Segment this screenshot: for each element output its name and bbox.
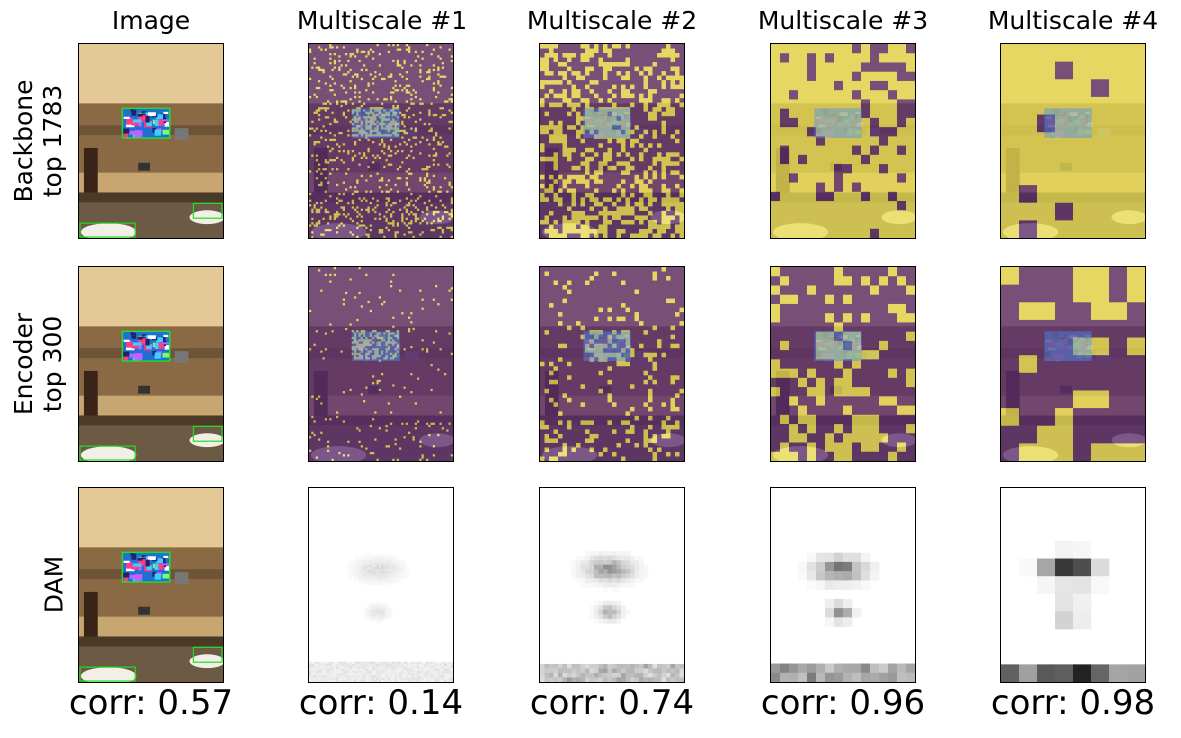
panel-backbone-multiscale-1 bbox=[308, 43, 454, 239]
column-title-multiscale-1: Multiscale #1 bbox=[296, 6, 468, 35]
panel-graphic-backbone-multiscale-4 bbox=[1001, 44, 1145, 238]
row-label-encoder-line1: Encoder bbox=[9, 312, 38, 416]
row-label-dam-line1: DAM bbox=[39, 555, 69, 614]
row-label-backbone-line2: top 1783 bbox=[38, 84, 67, 198]
row-label-encoder-line2: top 300 bbox=[38, 315, 67, 413]
corr-multiscale-4: corr: 0.98 bbox=[990, 683, 1156, 723]
panel-encoder-multiscale-2 bbox=[539, 266, 685, 462]
panel-backbone-image bbox=[78, 43, 224, 239]
panel-dam-multiscale-4 bbox=[1000, 487, 1146, 683]
panel-graphic-encoder-multiscale-3 bbox=[771, 267, 915, 461]
panel-graphic-backbone-image bbox=[79, 44, 223, 238]
panel-encoder-multiscale-3 bbox=[770, 266, 916, 462]
panel-graphic-dam-multiscale-2 bbox=[540, 488, 684, 682]
panel-backbone-multiscale-4 bbox=[1000, 43, 1146, 239]
corr-image: corr: 0.57 bbox=[68, 683, 234, 723]
column-title-multiscale-3: Multiscale #3 bbox=[757, 6, 929, 35]
corr-multiscale-1: corr: 0.14 bbox=[298, 683, 464, 723]
panel-graphic-backbone-multiscale-3 bbox=[771, 44, 915, 238]
panel-dam-image bbox=[78, 487, 224, 683]
panel-graphic-dam-multiscale-3 bbox=[771, 488, 915, 682]
panel-graphic-backbone-multiscale-2 bbox=[540, 44, 684, 238]
column-title-multiscale-4: Multiscale #4 bbox=[987, 6, 1159, 35]
panel-dam-multiscale-1 bbox=[308, 487, 454, 683]
panel-graphic-dam-image bbox=[79, 488, 223, 682]
panel-graphic-encoder-multiscale-1 bbox=[309, 267, 453, 461]
panel-dam-multiscale-2 bbox=[539, 487, 685, 683]
panel-graphic-encoder-multiscale-4 bbox=[1001, 267, 1145, 461]
panel-dam-multiscale-3 bbox=[770, 487, 916, 683]
column-title-multiscale-2: Multiscale #2 bbox=[526, 6, 698, 35]
row-label-backbone-line1: Backbone bbox=[9, 79, 38, 203]
panel-backbone-multiscale-3 bbox=[770, 43, 916, 239]
panel-encoder-multiscale-1 bbox=[308, 266, 454, 462]
column-title-image: Image bbox=[111, 6, 191, 35]
panel-graphic-dam-multiscale-4 bbox=[1001, 488, 1145, 682]
panel-graphic-dam-multiscale-1 bbox=[309, 488, 453, 682]
panel-encoder-multiscale-4 bbox=[1000, 266, 1146, 462]
panel-graphic-backbone-multiscale-1 bbox=[309, 44, 453, 238]
row-label-dam: DAM bbox=[40, 475, 69, 695]
panel-encoder-image bbox=[78, 266, 224, 462]
corr-multiscale-2: corr: 0.74 bbox=[529, 683, 695, 723]
panel-graphic-encoder-multiscale-2 bbox=[540, 267, 684, 461]
corr-multiscale-3: corr: 0.96 bbox=[760, 683, 926, 723]
panel-graphic-encoder-image bbox=[79, 267, 223, 461]
row-label-backbone: Backbone top 1783 bbox=[9, 31, 67, 251]
row-label-encoder: Encoder top 300 bbox=[9, 254, 67, 474]
panel-backbone-multiscale-2 bbox=[539, 43, 685, 239]
